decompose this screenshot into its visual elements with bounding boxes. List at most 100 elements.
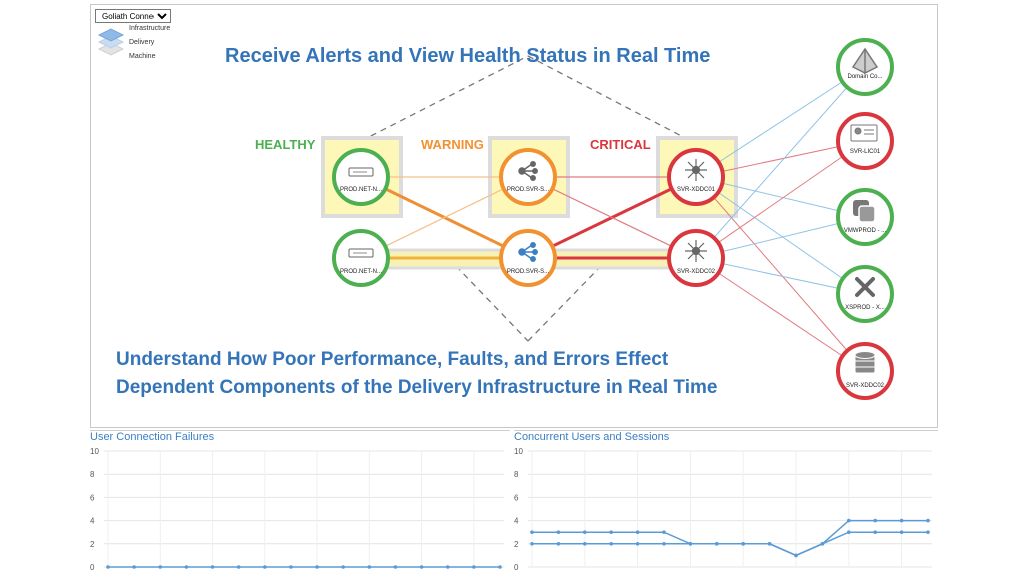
topology-panel: PROD.NET-N... PROD.SVR-S... SVR-XDDC01 P… [90, 4, 938, 428]
data-point [873, 518, 877, 523]
chart-concurrent-users-sessions: Concurrent Users and Sessions 0 2 4 6 8 10 [514, 430, 938, 572]
data-point [847, 518, 851, 523]
data-point [847, 530, 851, 534]
node-prod-net-2[interactable]: PROD.NET-N... [332, 229, 390, 287]
data-point [926, 530, 930, 534]
chart-title: Concurrent Users and Sessions [514, 431, 670, 443]
node-svr-xddc01[interactable]: SVR-XDDC01 [667, 148, 725, 206]
node-label: SVR-XDDC02 [846, 383, 885, 389]
chart-user-connection-failures: User Connection Failures 0 2 4 6 8 10 [90, 430, 510, 572]
data-point [530, 530, 534, 534]
data-point [873, 530, 877, 534]
node-svr-xddc02[interactable]: SVR-XDDC02 [667, 229, 725, 287]
data-point [899, 530, 904, 534]
y-tick-label: 8 [514, 470, 519, 479]
data-point [899, 518, 904, 523]
topology-canvas: PROD.NET-N... PROD.SVR-S... SVR-XDDC01 P… [321, 38, 894, 400]
data-point [556, 530, 561, 534]
data-point [609, 542, 613, 546]
license-card-icon [850, 124, 878, 142]
xenserver-icon [855, 277, 875, 297]
node-label: PROD.SVR-S... [507, 187, 550, 193]
y-tick-label: 10 [514, 447, 523, 456]
data-point [132, 565, 136, 569]
y-tick-label: 10 [90, 447, 99, 456]
data-point [158, 565, 163, 569]
data-point [662, 542, 666, 546]
data-point [210, 565, 215, 569]
node-label: SVR-XDDC01 [677, 187, 716, 193]
chart-plot: 0 2 4 6 8 10 [514, 447, 932, 571]
data-point [498, 565, 502, 569]
data-point [715, 542, 719, 546]
headline-top: Receive Alerts and View Health Status in… [225, 45, 711, 67]
y-tick-label: 4 [90, 517, 95, 526]
status-warning: WARNING [421, 137, 484, 152]
side-node-domain-controller[interactable]: Domain Co... [836, 38, 894, 96]
y-tick-label: 6 [90, 493, 95, 502]
status-critical: CRITICAL [590, 137, 651, 152]
data-point [419, 565, 424, 569]
data-point [820, 542, 825, 546]
data-point [393, 565, 398, 569]
view-select[interactable]: Goliath Connect [95, 9, 171, 23]
data-point [583, 530, 587, 534]
data-point [341, 565, 345, 569]
node-label: PROD.NET-N... [340, 269, 382, 275]
data-point [530, 542, 534, 546]
database-icon [854, 351, 876, 374]
impact-diamond [360, 55, 692, 342]
side-node-svr-lic01[interactable]: SVR-LIC01 [836, 112, 894, 170]
node-label: SVR-XDDC02 [677, 269, 716, 275]
side-node-svr-xddc02-db[interactable]: SVR-XDDC02 [836, 342, 894, 400]
node-label: Domain Co... [847, 74, 882, 80]
layer-infrastructure[interactable]: Infrastructure [129, 25, 171, 32]
series-line [532, 531, 928, 557]
layer-delivery[interactable]: Delivery [129, 39, 155, 46]
series-line [532, 519, 928, 557]
data-point [583, 542, 587, 546]
node-prod-svr-2[interactable]: PROD.SVR-S... [499, 229, 557, 287]
data-point [106, 565, 110, 569]
data-point [263, 565, 267, 569]
node-label: XSPROD - X... [845, 305, 885, 311]
y-tick-label: 2 [514, 540, 519, 549]
data-point [445, 565, 450, 569]
node-label: SVR-LIC01 [850, 149, 881, 155]
y-tick-label: 4 [514, 517, 519, 526]
share-hub-icon [518, 161, 538, 181]
status-healthy: HEALTHY [255, 137, 316, 152]
data-point [184, 565, 189, 569]
layer-machine[interactable]: Machine [129, 53, 156, 60]
data-point [662, 530, 666, 534]
data-point [635, 530, 640, 534]
chart-plot: 0 2 4 6 8 10 [90, 447, 504, 571]
y-tick-label: 0 [514, 563, 519, 571]
data-point [289, 565, 293, 569]
y-tick-label: 0 [90, 563, 95, 571]
layers-stack-icon [97, 28, 125, 56]
data-point [688, 542, 693, 546]
headline-bottom-1: Understand How Poor Performance, Faults,… [116, 349, 669, 370]
side-node-xsprod[interactable]: XSPROD - X... [836, 265, 894, 323]
data-point [472, 565, 476, 569]
node-prod-net-1[interactable]: PROD.NET-N... [332, 148, 390, 206]
node-prod-svr-1[interactable]: PROD.SVR-S... [499, 148, 557, 206]
y-tick-label: 6 [514, 493, 519, 502]
vmware-icon [853, 200, 876, 223]
data-point [556, 542, 561, 546]
y-tick-label: 2 [90, 540, 95, 549]
data-point [236, 565, 241, 569]
share-hub-icon [518, 242, 538, 262]
node-label: PROD.SVR-S... [507, 269, 550, 275]
hub-star-icon [685, 159, 707, 181]
data-point [635, 542, 640, 546]
side-node-vmwprod[interactable]: VMWPROD - ... [836, 188, 894, 246]
data-point [741, 542, 745, 546]
data-point [926, 518, 930, 523]
chart-title: User Connection Failures [90, 431, 215, 443]
data-point [609, 530, 613, 534]
data-point [367, 565, 372, 569]
data-point [315, 565, 319, 569]
node-label: PROD.NET-N... [340, 187, 382, 193]
